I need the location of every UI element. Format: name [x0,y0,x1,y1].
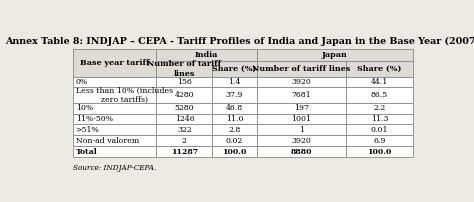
Text: 37.9: 37.9 [226,91,243,99]
Bar [73,146,156,157]
Text: 0%: 0% [75,78,88,86]
Text: >51%: >51% [75,126,99,134]
Bar [73,77,156,87]
Text: 197: 197 [294,104,309,112]
Bar [256,61,346,77]
Bar [156,124,212,135]
Text: 1.4: 1.4 [228,78,241,86]
Text: 156: 156 [177,78,192,86]
Text: Share (%): Share (%) [212,65,256,73]
Bar [212,124,256,135]
Bar [156,87,212,103]
Bar [212,103,256,114]
Text: 8880: 8880 [291,148,312,156]
Bar [346,77,413,87]
Text: 10%: 10% [75,104,93,112]
Bar [346,114,413,124]
Bar [73,49,156,77]
Text: India: India [195,51,218,59]
Bar [73,114,156,124]
Text: Total: Total [75,148,97,156]
Text: Less than 10% (includes
zero tariffs): Less than 10% (includes zero tariffs) [75,86,173,104]
Text: Base year tariff: Base year tariff [80,59,149,67]
Bar [73,124,156,135]
Text: 1001: 1001 [292,115,311,123]
Bar [156,49,256,61]
Text: 0.02: 0.02 [226,137,243,144]
Text: Annex Table 8: INDJAP – CEPA - Tariff Profiles of India and Japan in the Base Ye: Annex Table 8: INDJAP – CEPA - Tariff Pr… [5,37,474,46]
Bar [212,114,256,124]
Text: Number of tariff
lines: Number of tariff lines [147,60,221,78]
Text: 6.9: 6.9 [374,137,386,144]
Bar [346,61,413,77]
Bar [256,114,346,124]
Bar [346,103,413,114]
Bar [73,103,156,114]
Text: 4280: 4280 [174,91,194,99]
Text: 44.1: 44.1 [371,78,388,86]
Bar [212,87,256,103]
Text: 2.2: 2.2 [374,104,386,112]
Bar [346,135,413,146]
Text: 100.0: 100.0 [367,148,392,156]
Bar [212,146,256,157]
Text: 3920: 3920 [292,78,311,86]
Bar [212,61,256,77]
Bar [212,135,256,146]
Text: Japan: Japan [322,51,347,59]
Bar [73,135,156,146]
Bar [156,61,212,77]
Bar [156,103,212,114]
Bar [346,146,413,157]
Text: 100.0: 100.0 [222,148,246,156]
Text: 0.01: 0.01 [371,126,388,134]
Text: 1246: 1246 [174,115,194,123]
Bar [156,77,212,87]
Bar [256,77,346,87]
Text: Non-ad valorem: Non-ad valorem [75,137,139,144]
Text: Number of tariff lines: Number of tariff lines [252,65,351,73]
Text: Share (%): Share (%) [357,65,402,73]
Bar [256,135,346,146]
Bar [256,49,413,61]
Bar [256,87,346,103]
Bar [156,114,212,124]
Text: 11%-50%: 11%-50% [75,115,112,123]
Text: 7681: 7681 [292,91,311,99]
Text: 11287: 11287 [171,148,198,156]
Bar [156,146,212,157]
Text: 3920: 3920 [292,137,311,144]
Bar [346,87,413,103]
Bar [156,135,212,146]
Bar [212,77,256,87]
Text: 2.8: 2.8 [228,126,241,134]
Text: 11.0: 11.0 [226,115,243,123]
Text: 11.3: 11.3 [371,115,388,123]
Text: 46.8: 46.8 [226,104,243,112]
Bar [256,124,346,135]
Bar [256,103,346,114]
Text: 322: 322 [177,126,192,134]
Text: 2: 2 [182,137,187,144]
Text: 5280: 5280 [174,104,194,112]
Text: 1: 1 [299,126,304,134]
Text: Source: INDJAP-CEPA.: Source: INDJAP-CEPA. [73,164,156,172]
Bar [73,87,156,103]
Bar [346,124,413,135]
Text: 86.5: 86.5 [371,91,388,99]
Bar [256,146,346,157]
